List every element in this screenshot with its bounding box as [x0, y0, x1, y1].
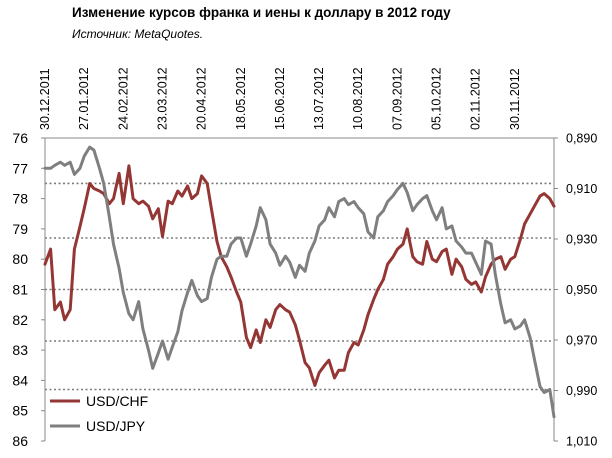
x-tick-label: 30.12.2011 — [38, 68, 52, 130]
series-lines — [43, 145, 556, 419]
series-line-usd-chf — [43, 164, 556, 387]
right-tick-label: 1,010 — [566, 435, 597, 449]
series-line-usd-jpy — [43, 145, 556, 419]
left-tick-label: 76 — [12, 130, 28, 146]
x-tick-label: 24.02.2012 — [116, 67, 130, 130]
right-tick-label: 0,950 — [566, 283, 597, 297]
legend-label: USD/CHF — [86, 393, 148, 409]
x-tick-label: 30.11.2012 — [508, 68, 522, 130]
legend-label: USD/JPY — [86, 418, 146, 434]
left-tick-label: 77 — [12, 160, 28, 176]
x-tick-label: 02.11.2012 — [469, 68, 483, 130]
x-tick-label: 05.10.2012 — [430, 67, 444, 130]
left-tick-label: 86 — [12, 433, 28, 449]
x-tick-label: 23.03.2012 — [155, 67, 169, 130]
chart-title: Изменение курсов франка и иены к доллару… — [72, 5, 451, 20]
right-tick-label: 0,930 — [566, 233, 597, 247]
x-tick-label: 15.06.2012 — [273, 67, 287, 130]
right-tick-label: 0,970 — [566, 334, 597, 348]
left-tick-label: 84 — [12, 372, 28, 388]
left-tick-label: 83 — [12, 342, 28, 358]
chart-subtitle: Источник: MetaQuotes. — [72, 27, 204, 41]
right-axis-ticks: 0,890 0,910 0,930 0,950 0,970 0,990 1,010 — [554, 132, 597, 449]
x-axis-ticks: 30.12.2011 27.01.2012 24.02.2012 23.03.2012… — [38, 67, 522, 130]
left-tick-label: 80 — [12, 251, 28, 267]
left-tick-label: 85 — [12, 403, 28, 419]
left-tick-label: 81 — [12, 282, 28, 298]
right-tick-label: 0,990 — [566, 384, 597, 398]
grid-lines — [45, 182, 554, 391]
x-tick-label: 07.09.2012 — [390, 67, 404, 130]
x-tick-label: 20.04.2012 — [195, 67, 209, 130]
x-tick-label: 18.05.2012 — [234, 67, 248, 130]
left-axis-ticks: 76 77 78 79 80 81 82 83 84 85 86 — [12, 130, 45, 449]
x-tick-label: 13.07.2012 — [312, 67, 326, 130]
legend: USD/CHF USD/JPY — [50, 393, 148, 434]
left-tick-label: 78 — [12, 191, 28, 207]
left-tick-label: 82 — [12, 312, 28, 328]
left-tick-label: 79 — [12, 221, 28, 237]
x-tick-label: 27.01.2012 — [77, 67, 91, 130]
right-tick-label: 0,910 — [566, 182, 597, 196]
x-tick-label: 10.08.2012 — [351, 67, 365, 130]
right-tick-label: 0,890 — [566, 132, 597, 146]
